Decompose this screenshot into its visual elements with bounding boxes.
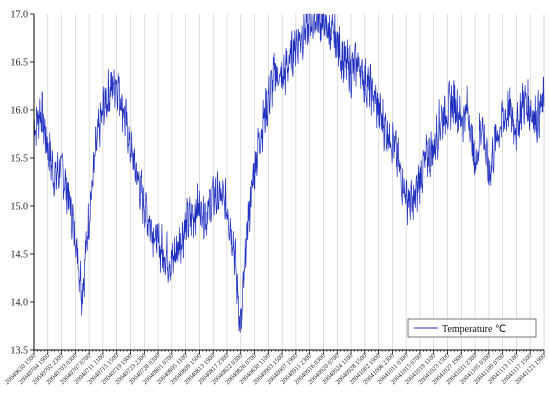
y-tick-label: 13.5 xyxy=(11,346,29,357)
series-layer xyxy=(33,13,545,333)
y-tick-label: 14.0 xyxy=(11,298,29,309)
y-ticks: 13.5 14.0 14.5 15.0 15.5 16.0 16.5 17.0 xyxy=(11,10,34,357)
legend: Temperature ℃ xyxy=(407,318,537,338)
y-tick-label: 16.5 xyxy=(11,58,29,69)
y-tick-label: 15.0 xyxy=(11,202,29,213)
y-tick-label: 17.0 xyxy=(11,10,29,21)
y-tick-label: 14.5 xyxy=(11,250,29,261)
temperature-series-line xyxy=(33,13,545,333)
legend-box xyxy=(407,318,537,338)
y-tick-label: 16.0 xyxy=(11,106,29,117)
legend-label: Temperature ℃ xyxy=(442,324,506,335)
y-tick-label: 15.5 xyxy=(11,154,29,165)
